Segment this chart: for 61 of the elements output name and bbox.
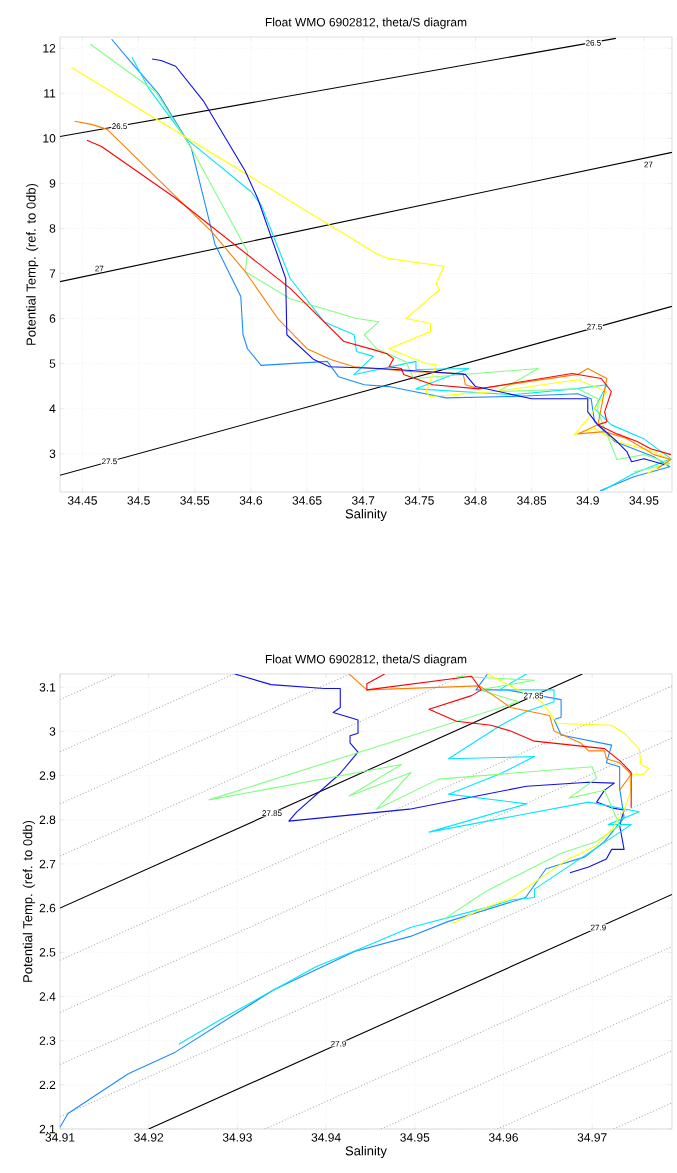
y-tick-label: 2.4 [39, 992, 56, 1001]
y-tick-label: 5 [49, 359, 56, 368]
y-tick-label: 12 [43, 44, 56, 53]
chart-title: Float WMO 6902812, theta/S diagram [265, 654, 467, 666]
y-tick-label: 3 [49, 727, 56, 736]
x-tick-label: 34.6 [239, 496, 263, 505]
y-tick-label: 9 [49, 179, 56, 188]
annotation: 27.5 [587, 323, 602, 330]
y-tick-label: 3.1 [39, 683, 56, 692]
annotation: 27.85 [262, 810, 282, 816]
x-tick-label: 34.45 [67, 496, 97, 505]
y-tick-label: 2.6 [39, 903, 56, 913]
y-tick-label: 2.5 [39, 948, 56, 957]
annotation: 27.9 [331, 1040, 346, 1047]
y-axis-title: Potential Temp. (ref. to 0db) [22, 820, 35, 982]
y-tick-label: 7 [49, 269, 56, 278]
x-tick-label: 34.91 [45, 1133, 75, 1142]
annotation: 27 [95, 265, 104, 272]
y-tick-label: 2.2 [39, 1080, 56, 1089]
x-tick-label: 34.8 [464, 496, 487, 505]
chart-title: Float WMO 6902812, theta/S diagram [265, 17, 467, 29]
y-tick-label: 2.7 [39, 859, 56, 869]
x-tick-label: 34.94 [311, 1133, 341, 1142]
line-series [208, 675, 621, 920]
y-tick-label: 10 [43, 134, 56, 143]
x-tick-label: 34.96 [488, 1133, 518, 1142]
x-tick-label: 34.85 [517, 496, 547, 505]
x-tick-label: 34.95 [400, 1133, 430, 1142]
annotation: 27.5 [102, 458, 117, 465]
annotation: 27.85 [524, 692, 544, 699]
x-tick-label: 34.95 [629, 496, 659, 505]
x-axis-title: Salinity [345, 1145, 387, 1158]
y-tick-label: 2.8 [39, 815, 56, 825]
y-tick-label: 2.9 [39, 771, 56, 780]
x-tick-label: 34.9 [576, 496, 599, 505]
annotation: 27.9 [591, 924, 606, 931]
y-tick-label: 2.1 [39, 1124, 56, 1134]
line-series [348, 674, 632, 791]
x-tick-label: 34.97 [577, 1133, 607, 1142]
y-tick-label: 8 [49, 224, 56, 233]
y-tick-label: 2.3 [39, 1036, 56, 1045]
x-tick-label: 34.5 [127, 496, 150, 505]
y-tick-label: 3 [49, 449, 56, 458]
x-tick-label: 34.75 [404, 496, 434, 505]
y-axis-title: Potential Temp. (ref. to 0db) [26, 183, 39, 345]
x-tick-label: 34.7 [351, 496, 375, 505]
line-series [234, 674, 625, 874]
y-tick-label: 6 [49, 314, 56, 323]
x-tick-label: 34.93 [222, 1133, 252, 1142]
line-series [366, 674, 632, 809]
x-tick-label: 34.55 [180, 496, 210, 505]
line-series [452, 674, 650, 925]
annotation: 26.5 [112, 123, 127, 130]
annotation: 26.5 [586, 40, 601, 46]
line-series [178, 674, 640, 1045]
y-tick-label: 4 [49, 404, 56, 413]
annotation: 27 [644, 161, 653, 168]
x-axis-title: Salinity [345, 508, 387, 522]
x-tick-label: 34.65 [292, 496, 322, 505]
y-tick-label: 11 [44, 89, 56, 98]
x-tick-label: 34.92 [134, 1133, 164, 1142]
